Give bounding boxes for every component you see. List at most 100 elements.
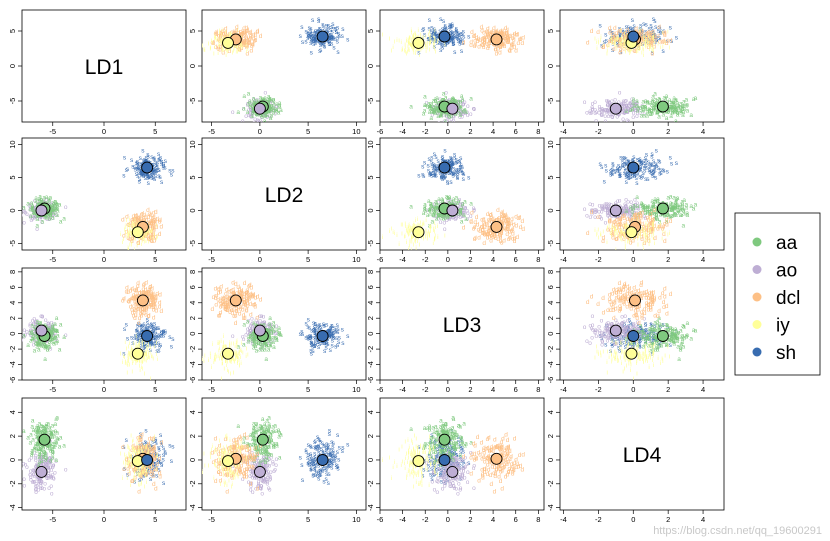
point-iy: i: [413, 32, 414, 39]
point-dcl: d: [152, 210, 156, 217]
point-ao: o: [624, 204, 628, 211]
point-iy: i: [408, 246, 409, 253]
point-iy: i: [406, 225, 407, 232]
point-aa: a: [656, 196, 660, 203]
point-dcl: d: [618, 28, 622, 35]
point-sh: s: [647, 167, 651, 174]
y-tick-label: 0: [546, 458, 555, 462]
point-ao: o: [64, 204, 68, 211]
point-aa: a: [267, 109, 271, 116]
point-aa: a: [246, 109, 250, 116]
panel-frame: [201, 9, 367, 123]
point-sh: s: [609, 27, 613, 34]
point-sh: s: [308, 32, 312, 39]
point-dcl: d: [499, 228, 503, 235]
point-dcl: d: [249, 29, 253, 36]
point-aa: a: [46, 210, 50, 217]
point-dcl: d: [242, 29, 246, 36]
point-dcl: d: [482, 240, 486, 247]
point-sh: s: [467, 175, 471, 182]
point-dcl: d: [242, 39, 246, 46]
point-ao: o: [462, 209, 466, 216]
point-aa: a: [267, 108, 271, 115]
point-sh: s: [636, 170, 640, 177]
point-ao: o: [443, 226, 447, 233]
point-aa: a: [651, 98, 655, 105]
point-sh: s: [449, 168, 453, 175]
point-ao: o: [436, 205, 440, 212]
point-sh: s: [316, 29, 320, 36]
point-aa: a: [649, 210, 653, 217]
mean-marker-dcl: [490, 33, 503, 46]
point-dcl: d: [625, 45, 629, 52]
point-aa: a: [669, 200, 673, 207]
point-ao: o: [251, 110, 255, 117]
point-aa: a: [267, 95, 271, 102]
point-dcl: d: [618, 36, 622, 43]
point-ao: o: [628, 207, 632, 214]
point-ao: o: [626, 109, 630, 116]
x-tick-label: 10: [352, 515, 360, 524]
point-iy: i: [409, 40, 410, 47]
point-sh: s: [613, 169, 617, 176]
point-aa: a: [36, 202, 40, 209]
point-sh: s: [434, 173, 438, 180]
x-tick-label: -5: [208, 515, 215, 524]
y-tick-label: -5: [546, 240, 555, 247]
point-ao: o: [253, 98, 257, 105]
point-iy: i: [606, 47, 607, 54]
point-dcl: d: [253, 32, 257, 39]
point-aa: a: [443, 214, 447, 221]
point-sh: s: [627, 168, 631, 175]
point-ao: o: [635, 100, 639, 107]
point-sh: s: [317, 28, 321, 35]
point-aa: a: [650, 105, 654, 112]
point-aa: a: [665, 93, 669, 100]
point-iy: i: [643, 52, 644, 59]
point-sh: s: [421, 164, 425, 171]
point-aa: a: [452, 98, 456, 105]
point-sh: s: [151, 170, 155, 177]
point-dcl: d: [502, 31, 506, 38]
point-sh: s: [640, 161, 644, 168]
point-iy: i: [429, 231, 430, 238]
point-ao: o: [269, 98, 273, 105]
point-ao: o: [605, 98, 609, 105]
panel-frame: [201, 137, 367, 251]
point-sh: s: [432, 172, 436, 179]
point-sh: s: [436, 162, 440, 169]
point-ao: o: [620, 205, 624, 212]
point-dcl: d: [495, 216, 499, 223]
point-ao: o: [644, 215, 648, 222]
point-dcl: d: [639, 215, 643, 222]
point-ao: o: [457, 208, 461, 215]
point-ao: o: [626, 199, 630, 206]
point-aa: a: [685, 210, 689, 217]
point-aa: a: [433, 208, 437, 215]
point-sh: s: [431, 161, 435, 168]
point-aa: a: [432, 108, 436, 115]
point-sh: s: [330, 36, 334, 43]
point-aa: a: [267, 108, 271, 115]
point-ao: o: [445, 113, 449, 120]
point-sh: s: [623, 34, 627, 41]
point-ao: o: [451, 214, 455, 221]
point-sh: s: [652, 168, 656, 175]
point-ao: o: [32, 209, 36, 216]
point-dcl: d: [217, 37, 221, 44]
point-iy: i: [644, 42, 645, 49]
point-dcl: d: [508, 235, 512, 242]
point-ao: o: [264, 112, 268, 119]
point-dcl: d: [154, 209, 158, 216]
point-dcl: d: [239, 32, 243, 39]
point-aa: a: [647, 209, 651, 216]
point-aa: a: [457, 110, 461, 117]
point-sh: s: [445, 27, 449, 34]
point-aa: a: [679, 100, 683, 107]
point-dcl: d: [243, 40, 247, 47]
point-sh: s: [429, 171, 433, 178]
point-aa: a: [436, 213, 440, 220]
point-sh: s: [146, 170, 150, 177]
point-dcl: d: [483, 232, 487, 239]
point-dcl: d: [645, 235, 649, 242]
